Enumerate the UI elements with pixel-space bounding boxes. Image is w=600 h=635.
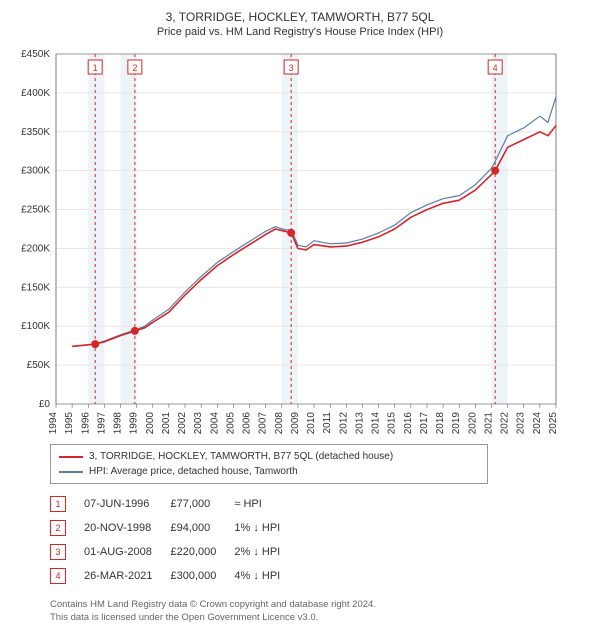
svg-text:2007: 2007 [258,412,269,435]
svg-text:2: 2 [132,63,137,73]
svg-text:2010: 2010 [306,412,317,435]
svg-text:2002: 2002 [177,412,188,435]
legend-swatch [59,456,83,458]
sale-price: £300,000 [170,564,234,588]
svg-text:2016: 2016 [403,412,414,435]
sale-price: £94,000 [170,516,234,540]
sale-marker: 4 [50,568,66,584]
sale-marker: 1 [50,496,66,512]
sale-date: 07-JUN-1996 [84,492,170,516]
table-row: 2 20-NOV-1998£94,0001% ↓ HPI [50,516,298,540]
svg-text:£350K: £350K [21,127,50,138]
sale-date: 01-AUG-2008 [84,540,170,564]
footer-line: Contains HM Land Registry data © Crown c… [50,598,590,611]
svg-text:1995: 1995 [64,412,75,435]
table-row: 1 07-JUN-1996£77,000≈ HPI [50,492,298,516]
legend-item: 3, TORRIDGE, HOCKLEY, TAMWORTH, B77 5QL … [59,449,479,464]
svg-text:2021: 2021 [483,412,494,435]
svg-text:£0: £0 [39,399,51,410]
svg-text:2022: 2022 [500,412,511,435]
svg-text:2018: 2018 [435,412,446,435]
page-title: 3, TORRIDGE, HOCKLEY, TAMWORTH, B77 5QL [10,10,590,24]
svg-text:2020: 2020 [467,412,478,435]
sale-price: £77,000 [170,492,234,516]
legend-item: HPI: Average price, detached house, Tamw… [59,464,479,479]
svg-text:2025: 2025 [548,412,559,435]
sale-delta: 4% ↓ HPI [234,564,298,588]
svg-text:1999: 1999 [129,412,140,435]
svg-text:1994: 1994 [48,412,59,435]
svg-text:1: 1 [93,63,98,73]
sale-delta: ≈ HPI [234,492,298,516]
svg-text:£300K: £300K [21,166,50,177]
sale-price: £220,000 [170,540,234,564]
sale-marker: 2 [50,520,66,536]
svg-text:£100K: £100K [21,321,50,332]
svg-text:2015: 2015 [387,412,398,435]
sales-table: 1 07-JUN-1996£77,000≈ HPI 2 20-NOV-1998£94,… [50,492,298,588]
sale-date: 20-NOV-1998 [84,516,170,540]
svg-text:2009: 2009 [290,412,301,435]
svg-text:£450K: £450K [21,49,50,60]
svg-text:2011: 2011 [322,412,333,434]
svg-text:2001: 2001 [161,412,172,435]
svg-text:£150K: £150K [21,282,50,293]
svg-text:2019: 2019 [451,412,462,435]
sale-delta: 1% ↓ HPI [234,516,298,540]
svg-text:£400K: £400K [21,88,50,99]
svg-text:2003: 2003 [193,412,204,435]
svg-text:1996: 1996 [80,412,91,435]
chart-container: £0 £50K £100K £150K £200K £250K £300K £350K £400… [10,46,570,436]
svg-text:2013: 2013 [354,412,365,435]
table-row: 4 26-MAR-2021£300,0004% ↓ HPI [50,564,298,588]
svg-text:£50K: £50K [27,360,51,371]
footer-line: This data is licensed under the Open Gov… [50,611,590,624]
svg-text:2012: 2012 [338,412,349,435]
svg-text:2008: 2008 [274,412,285,435]
legend-label: 3, TORRIDGE, HOCKLEY, TAMWORTH, B77 5QL … [89,449,393,464]
sale-delta: 2% ↓ HPI [234,540,298,564]
legend-swatch [59,471,83,473]
svg-text:2023: 2023 [516,412,527,435]
legend-label: HPI: Average price, detached house, Tamw… [89,464,298,479]
svg-text:2017: 2017 [419,412,430,435]
svg-text:1997: 1997 [96,412,107,435]
legend: 3, TORRIDGE, HOCKLEY, TAMWORTH, B77 5QL … [50,444,488,484]
sale-marker: 3 [50,544,66,560]
sale-date: 26-MAR-2021 [84,564,170,588]
svg-text:2004: 2004 [209,412,220,435]
svg-text:2024: 2024 [532,412,543,435]
svg-text:3: 3 [289,63,294,73]
svg-text:2006: 2006 [242,412,253,435]
svg-text:£250K: £250K [21,205,50,216]
table-row: 3 01-AUG-2008£220,0002% ↓ HPI [50,540,298,564]
price-chart: £0 £50K £100K £150K £200K £250K £300K £350K £400… [10,46,570,436]
svg-text:2014: 2014 [371,412,382,435]
page-subtitle: Price paid vs. HM Land Registry's House … [10,26,590,38]
attribution-footer: Contains HM Land Registry data © Crown c… [50,598,590,625]
svg-text:1998: 1998 [113,412,124,435]
svg-text:2005: 2005 [225,412,236,435]
svg-text:4: 4 [493,63,498,73]
svg-text:2000: 2000 [145,412,156,435]
svg-text:£200K: £200K [21,243,50,254]
